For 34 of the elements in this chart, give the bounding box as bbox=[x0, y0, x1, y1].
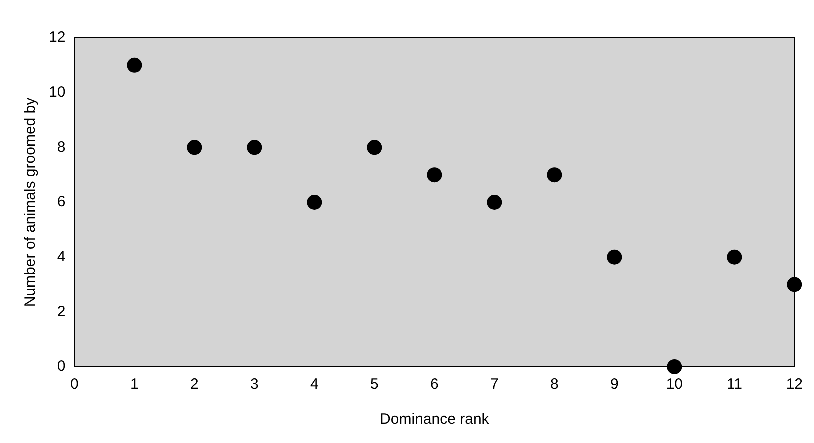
x-tick-label: 2 bbox=[190, 376, 199, 394]
x-tick-label: 8 bbox=[550, 376, 559, 394]
x-tick-label: 12 bbox=[786, 376, 803, 394]
y-tick-label: 0 bbox=[57, 358, 66, 376]
x-tick-label: 4 bbox=[310, 376, 319, 394]
point bbox=[547, 168, 562, 183]
y-tick-label: 10 bbox=[48, 84, 66, 101]
x-tick-label: 11 bbox=[726, 376, 742, 394]
x-tick-label: 6 bbox=[430, 376, 439, 394]
point bbox=[247, 140, 262, 156]
point bbox=[427, 168, 442, 183]
point bbox=[727, 250, 742, 265]
point bbox=[667, 360, 682, 374]
x-tick-label: 10 bbox=[666, 376, 684, 394]
x-tick-label: 3 bbox=[250, 376, 259, 394]
point bbox=[127, 58, 142, 73]
y-tick-label: 8 bbox=[57, 138, 66, 156]
point bbox=[607, 250, 622, 265]
y-tick-label: 4 bbox=[57, 248, 66, 266]
x-tick-label: 9 bbox=[610, 376, 619, 394]
x-tick-label: 1 bbox=[130, 376, 139, 394]
y-tick-label: 6 bbox=[57, 194, 66, 211]
point bbox=[307, 195, 322, 210]
x-tick-label: 0 bbox=[70, 376, 79, 394]
point bbox=[487, 195, 502, 210]
x-tick-label: 7 bbox=[490, 376, 499, 394]
point bbox=[187, 140, 202, 156]
x-tick-label: 5 bbox=[370, 376, 379, 394]
y-axis-title: Number of animals groomed by bbox=[22, 97, 40, 308]
point bbox=[787, 277, 802, 292]
point bbox=[367, 140, 382, 156]
y-tick-label: 2 bbox=[57, 303, 66, 320]
y-tick-label: 12 bbox=[48, 29, 66, 46]
x-axis-title: Dominance rank bbox=[380, 411, 490, 428]
